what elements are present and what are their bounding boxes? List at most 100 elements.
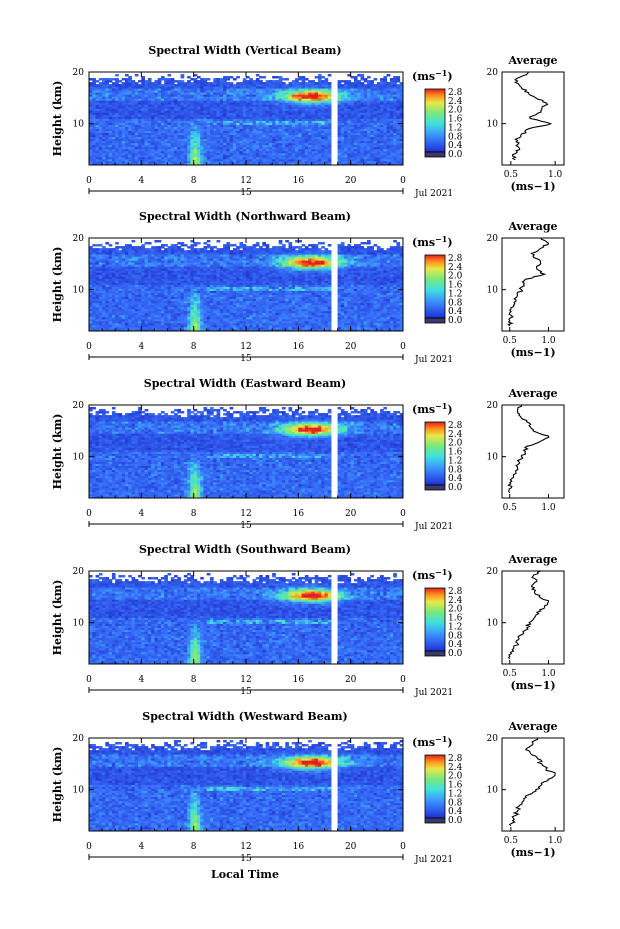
heatmap-cell	[203, 106, 208, 109]
heatmap-cell	[105, 292, 110, 296]
heatmap-cell	[255, 88, 260, 91]
heatmap-cell	[190, 144, 195, 148]
heatmap-cell	[144, 82, 149, 85]
heatmap-cell	[219, 106, 224, 109]
heatmap-cell	[115, 74, 119, 77]
heatmap-cell	[167, 152, 172, 156]
heatmap-cell	[288, 150, 293, 154]
heatmap-cell	[98, 90, 103, 93]
heatmap-cell	[259, 96, 263, 99]
heatmap-cell	[131, 112, 136, 115]
heatmap-cell	[239, 160, 244, 164]
heatmap-cell	[367, 146, 371, 150]
heatmap-cell	[190, 124, 195, 127]
heatmap-cell	[340, 114, 345, 117]
heatmap-cell	[115, 282, 119, 285]
heatmap-cell	[183, 124, 188, 127]
heatmap-cell	[92, 86, 96, 89]
heatmap-cell	[246, 104, 250, 107]
heatmap-cell	[187, 92, 191, 95]
heatmap-cell	[157, 110, 162, 113]
heatmap-cell	[92, 310, 96, 314]
heatmap-cell	[389, 80, 394, 83]
heatmap-cell	[317, 82, 322, 85]
heatmap-cell	[118, 154, 123, 158]
heatmap-cell	[281, 90, 286, 93]
heatmap-cell	[105, 268, 110, 271]
heatmap-cell	[298, 118, 302, 121]
heatmap-cell	[131, 106, 136, 109]
heatmap-cell	[151, 162, 155, 166]
heatmap-cell	[147, 106, 152, 109]
heatmap-cell	[180, 102, 185, 105]
heatmap-cell	[393, 158, 397, 162]
heatmap-cell	[344, 112, 348, 115]
heatmap-cell	[295, 146, 299, 150]
heatmap-cell	[285, 138, 289, 142]
heatmap-cell	[308, 92, 312, 95]
heatmap-cell	[170, 136, 175, 140]
heatmap-cell	[255, 148, 260, 152]
heatmap-cell	[321, 142, 325, 146]
heatmap-cell	[167, 148, 172, 152]
heatmap-cell	[151, 108, 155, 111]
heatmap-cell	[128, 126, 132, 130]
heatmap-cell	[389, 88, 394, 91]
heatmap-cell	[255, 158, 260, 162]
heatmap-cell	[115, 248, 119, 251]
heatmap-cell	[105, 304, 110, 308]
heatmap-cell	[308, 146, 312, 150]
heatmap-cell	[321, 132, 325, 136]
heatmap-cell	[111, 262, 116, 265]
heatmap-cell	[108, 152, 113, 156]
heatmap-cell	[373, 90, 378, 93]
heatmap-cell	[370, 126, 374, 130]
heatmap-cell	[360, 78, 365, 81]
heatmap-cell	[246, 100, 250, 103]
heatmap-cell	[259, 94, 263, 97]
heatmap-cell	[92, 116, 96, 119]
heatmap-cell	[246, 132, 250, 136]
heatmap-cell	[259, 84, 263, 87]
colorbar-tick-label: 2.8	[448, 88, 463, 98]
heatmap-cell	[154, 246, 159, 249]
heatmap-cell	[124, 160, 129, 164]
heatmap-cell	[311, 94, 316, 97]
heatmap-cell	[89, 320, 93, 324]
heatmap-cell	[98, 266, 103, 269]
heatmap-cell	[141, 82, 145, 85]
heatmap-cell	[242, 120, 247, 123]
heatmap-cell	[272, 94, 276, 97]
heatmap-cell	[255, 82, 260, 85]
heatmap-cell	[193, 106, 198, 109]
heatmap-cell	[210, 132, 214, 136]
heatmap-cell	[373, 84, 378, 87]
heatmap-cell	[301, 118, 306, 121]
heatmap-cell	[259, 88, 263, 91]
heatmap-cell	[327, 108, 332, 111]
heatmap-cell	[111, 274, 116, 277]
heatmap-cell	[262, 114, 267, 117]
heatmap-cell	[337, 138, 342, 142]
heatmap-cell	[157, 140, 162, 144]
heatmap-cell	[288, 122, 293, 125]
heatmap-cell	[196, 114, 201, 117]
heatmap-cell	[134, 94, 139, 97]
heatmap-cell	[157, 116, 162, 119]
heatmap-cell	[314, 104, 319, 107]
heatmap-cell	[321, 116, 325, 119]
heatmap-cell	[285, 114, 289, 117]
heatmap-cell	[314, 128, 319, 132]
heatmap-cell	[373, 150, 378, 154]
heatmap-cell	[115, 296, 119, 300]
heatmap-cell	[324, 136, 329, 140]
heatmap-cell	[102, 286, 106, 289]
heatmap-cell	[190, 100, 195, 103]
heatmap-cell	[187, 84, 191, 87]
heatmap-cell	[311, 120, 316, 123]
panel-title: Spectral Width (Northward Beam)	[139, 210, 351, 223]
heatmap-cell	[370, 80, 374, 83]
heatmap-cell	[327, 160, 332, 164]
heatmap-cell	[131, 88, 136, 91]
heatmap-cell	[223, 150, 227, 154]
